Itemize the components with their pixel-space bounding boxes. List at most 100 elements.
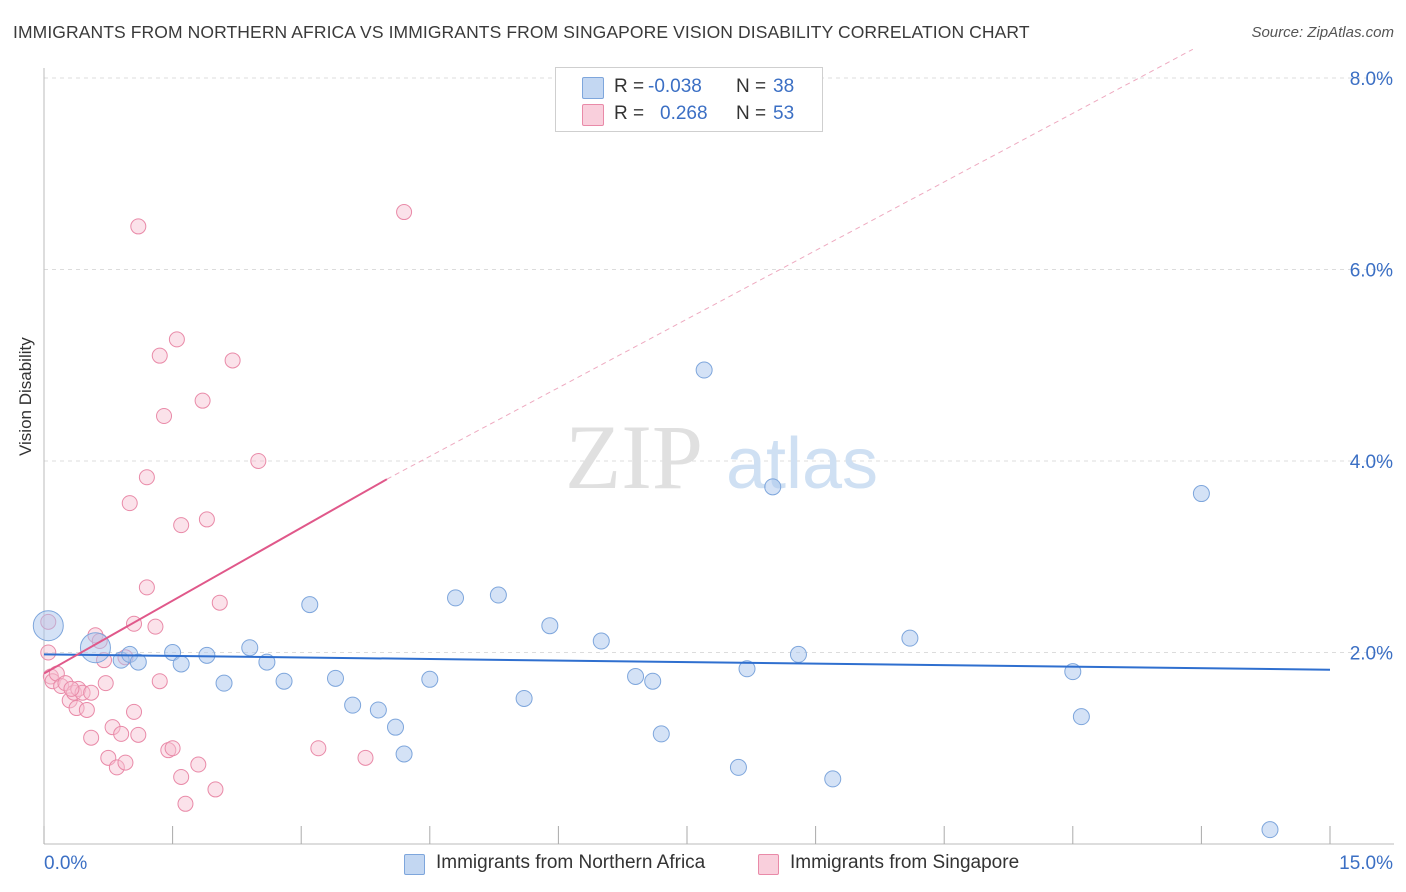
data-point-singapore [130,218,147,235]
watermark-zip: ZIP [565,406,703,508]
legend-swatch-blue [582,77,604,99]
data-point-northern-africa [789,645,807,663]
data-point-singapore [151,673,168,690]
data-point-singapore [117,754,134,771]
legend-swatch-pink [582,104,604,126]
data-point-northern-africa [627,667,645,685]
data-point-northern-africa [215,674,233,692]
data-point-singapore [177,795,194,812]
data-point-northern-africa [652,725,670,743]
data-point-singapore [138,579,155,596]
data-point-northern-africa [301,596,319,614]
legend-r-value: -0.038 [648,76,702,97]
data-point-singapore [68,700,85,717]
data-point-singapore [113,725,130,742]
data-point-northern-africa [129,653,147,671]
data-point-singapore [250,453,267,469]
legend-n-label: N = [736,76,767,97]
data-point-singapore [104,719,121,736]
data-point-northern-africa [326,669,344,687]
data-point-northern-africa [421,670,439,688]
x-tick-label: 15.0% [1339,853,1393,874]
data-point-northern-africa [824,770,842,788]
data-point-northern-africa [1192,485,1210,503]
trend-line-singapore [43,478,388,675]
source-label: Source: ZipAtlas.com [1251,24,1394,41]
bottom-legend-swatch-blue [404,854,425,875]
y-tick-label: 8.0% [1350,69,1393,90]
data-point-singapore [63,680,80,697]
data-point-singapore [194,392,211,409]
trend-line-northern-africa [43,653,1331,671]
data-point-singapore [44,673,61,690]
data-point-singapore [207,781,224,798]
data-point-northern-africa [541,617,559,635]
chart-title: IMMIGRANTS FROM NORTHERN AFRICA VS IMMIG… [13,22,1030,42]
data-point-singapore [224,352,241,369]
data-point-singapore [190,756,207,773]
bottom-legend-label: Immigrants from Northern Africa [436,852,706,873]
data-point-northern-africa [592,632,610,650]
correlation-legend: R = -0.038 N = 38 R = 0.268 N = 53 [555,67,823,132]
data-point-singapore [83,684,100,701]
y-tick-label: 2.0% [1350,644,1393,665]
data-point-singapore [130,726,147,743]
data-point-singapore [156,407,173,424]
watermark: ZIP atlas [565,406,878,508]
data-point-northern-africa [764,478,782,496]
data-point-northern-africa [387,718,405,736]
data-point-northern-africa [738,660,756,678]
legend-r-value: 0.268 [660,103,708,124]
series-singapore-points [40,204,413,812]
data-point-singapore [211,594,228,611]
data-point-northern-africa [172,655,190,673]
data-point-northern-africa [489,586,507,604]
data-point-singapore [53,678,70,695]
bottom-legend-swatch-pink [758,854,779,875]
data-point-singapore [126,703,143,720]
x-tick-label: 0.0% [44,853,87,874]
data-point-singapore [40,644,57,661]
data-point-northern-africa [515,689,533,707]
data-point-northern-africa [395,745,413,763]
data-point-singapore [310,740,327,757]
data-point-singapore [147,618,164,635]
data-point-northern-africa [1072,708,1090,726]
data-point-singapore [357,749,374,766]
data-point-singapore [138,469,155,486]
bottom-legend-label: Immigrants from Singapore [790,852,1020,873]
data-point-singapore [83,729,100,746]
data-point-singapore [121,495,138,512]
legend-n-value: 53 [773,103,795,124]
data-point-singapore [97,675,114,692]
watermark-atlas: atlas [726,424,878,504]
gridlines [44,77,1394,653]
legend-n-label: N = [736,103,767,124]
legend-n-value: 38 [773,76,795,97]
axes [43,68,1394,845]
data-point-singapore [198,511,215,528]
data-point-northern-africa [695,361,713,379]
data-point-singapore [168,331,185,348]
data-point-singapore [108,759,125,776]
data-point-northern-africa [901,629,919,647]
data-point-northern-africa [275,672,293,690]
data-point-northern-africa [447,589,465,607]
data-point-singapore [78,701,95,718]
data-point-singapore [164,740,181,757]
tick-labels: 2.0% 4.0% 6.0% 8.0% 0.0% 15.0% [44,69,1393,874]
data-point-northern-africa [644,672,662,690]
data-point-northern-africa [32,610,64,642]
data-point-northern-africa [344,696,362,714]
legend-r-label: R = [614,76,645,97]
data-point-northern-africa [79,632,111,664]
data-point-singapore [396,204,413,221]
legend-r-label: R = [614,103,645,124]
data-point-singapore [151,347,168,364]
y-tick-label: 6.0% [1350,261,1393,282]
data-point-singapore [173,517,190,534]
trend-lines [43,48,1331,675]
data-point-northern-africa [729,758,747,776]
data-point-northern-africa [369,701,387,719]
y-axis-label: Vision Disability [16,337,35,456]
